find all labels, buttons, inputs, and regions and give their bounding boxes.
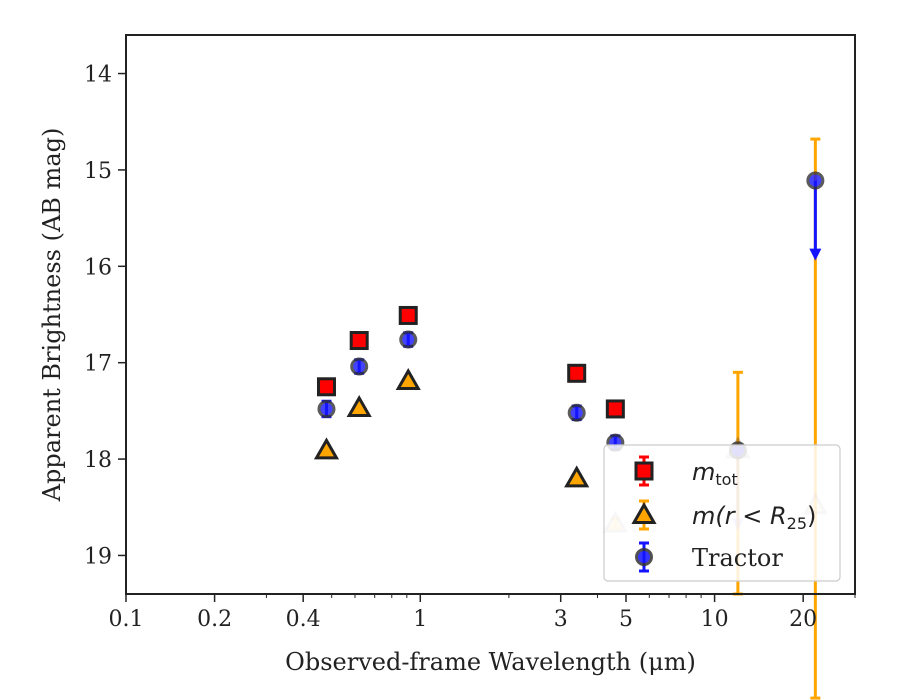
y-tick-label: 16 [84, 255, 112, 280]
point-circle [567, 403, 586, 422]
point-square [316, 377, 336, 397]
point-square [398, 305, 418, 325]
y-axis-ticks: 14 15 16 17 18 19 [84, 63, 126, 569]
y-tick-label: 18 [84, 448, 112, 473]
legend: mtot m(r < R25) Tractor [603, 444, 841, 582]
point-square [605, 399, 625, 419]
x-axis-title: Observed-frame Wavelength (μm) [285, 648, 696, 676]
point-triangle [395, 367, 421, 391]
x-tick-label: 0.1 [109, 607, 144, 632]
y-tick-label: 17 [84, 352, 112, 377]
point-triangle [313, 437, 340, 460]
plot-frame [125, 34, 856, 595]
upper-limit-arrow [809, 180, 822, 261]
legend-marker-circle [635, 548, 653, 566]
point-square [349, 331, 369, 351]
y-tick-label: 19 [84, 544, 112, 569]
x-tick-label: 0.4 [286, 607, 321, 632]
x-tick-label: 10 [701, 607, 729, 632]
x-tick-label: 5 [619, 607, 633, 632]
x-tick-label: 20 [789, 607, 817, 632]
y-axis-title: Apparent Brightness (AB mag) [38, 128, 66, 503]
legend-marker-square [634, 461, 654, 481]
legend-entry: Tractor [635, 541, 783, 573]
x-tick-label: 3 [554, 607, 568, 632]
legend-box [603, 444, 841, 582]
point-circle [317, 399, 336, 418]
point-triangle [346, 394, 372, 417]
legend-label: Tractor [692, 544, 783, 572]
y-tick-label: 14 [84, 63, 112, 88]
legend-marker-triangle [631, 501, 657, 524]
legend-entry: m(r < R25) [631, 499, 816, 533]
point-circle [806, 171, 825, 190]
x-tick-label: 1 [413, 607, 427, 632]
legend-entry: mtot [634, 455, 738, 489]
x-tick-label: 0.2 [197, 607, 232, 632]
point-square [567, 363, 587, 383]
x-axis-ticks: 0.1 0.2 0.4 1 3 5 10 20 [109, 594, 856, 632]
point-triangle [564, 465, 590, 488]
y-tick-label: 15 [84, 159, 112, 184]
point-circle [350, 357, 369, 376]
legend-label: m(r < R25) [692, 502, 816, 533]
legend-label: mtot [692, 458, 738, 489]
point-circle [399, 330, 418, 349]
